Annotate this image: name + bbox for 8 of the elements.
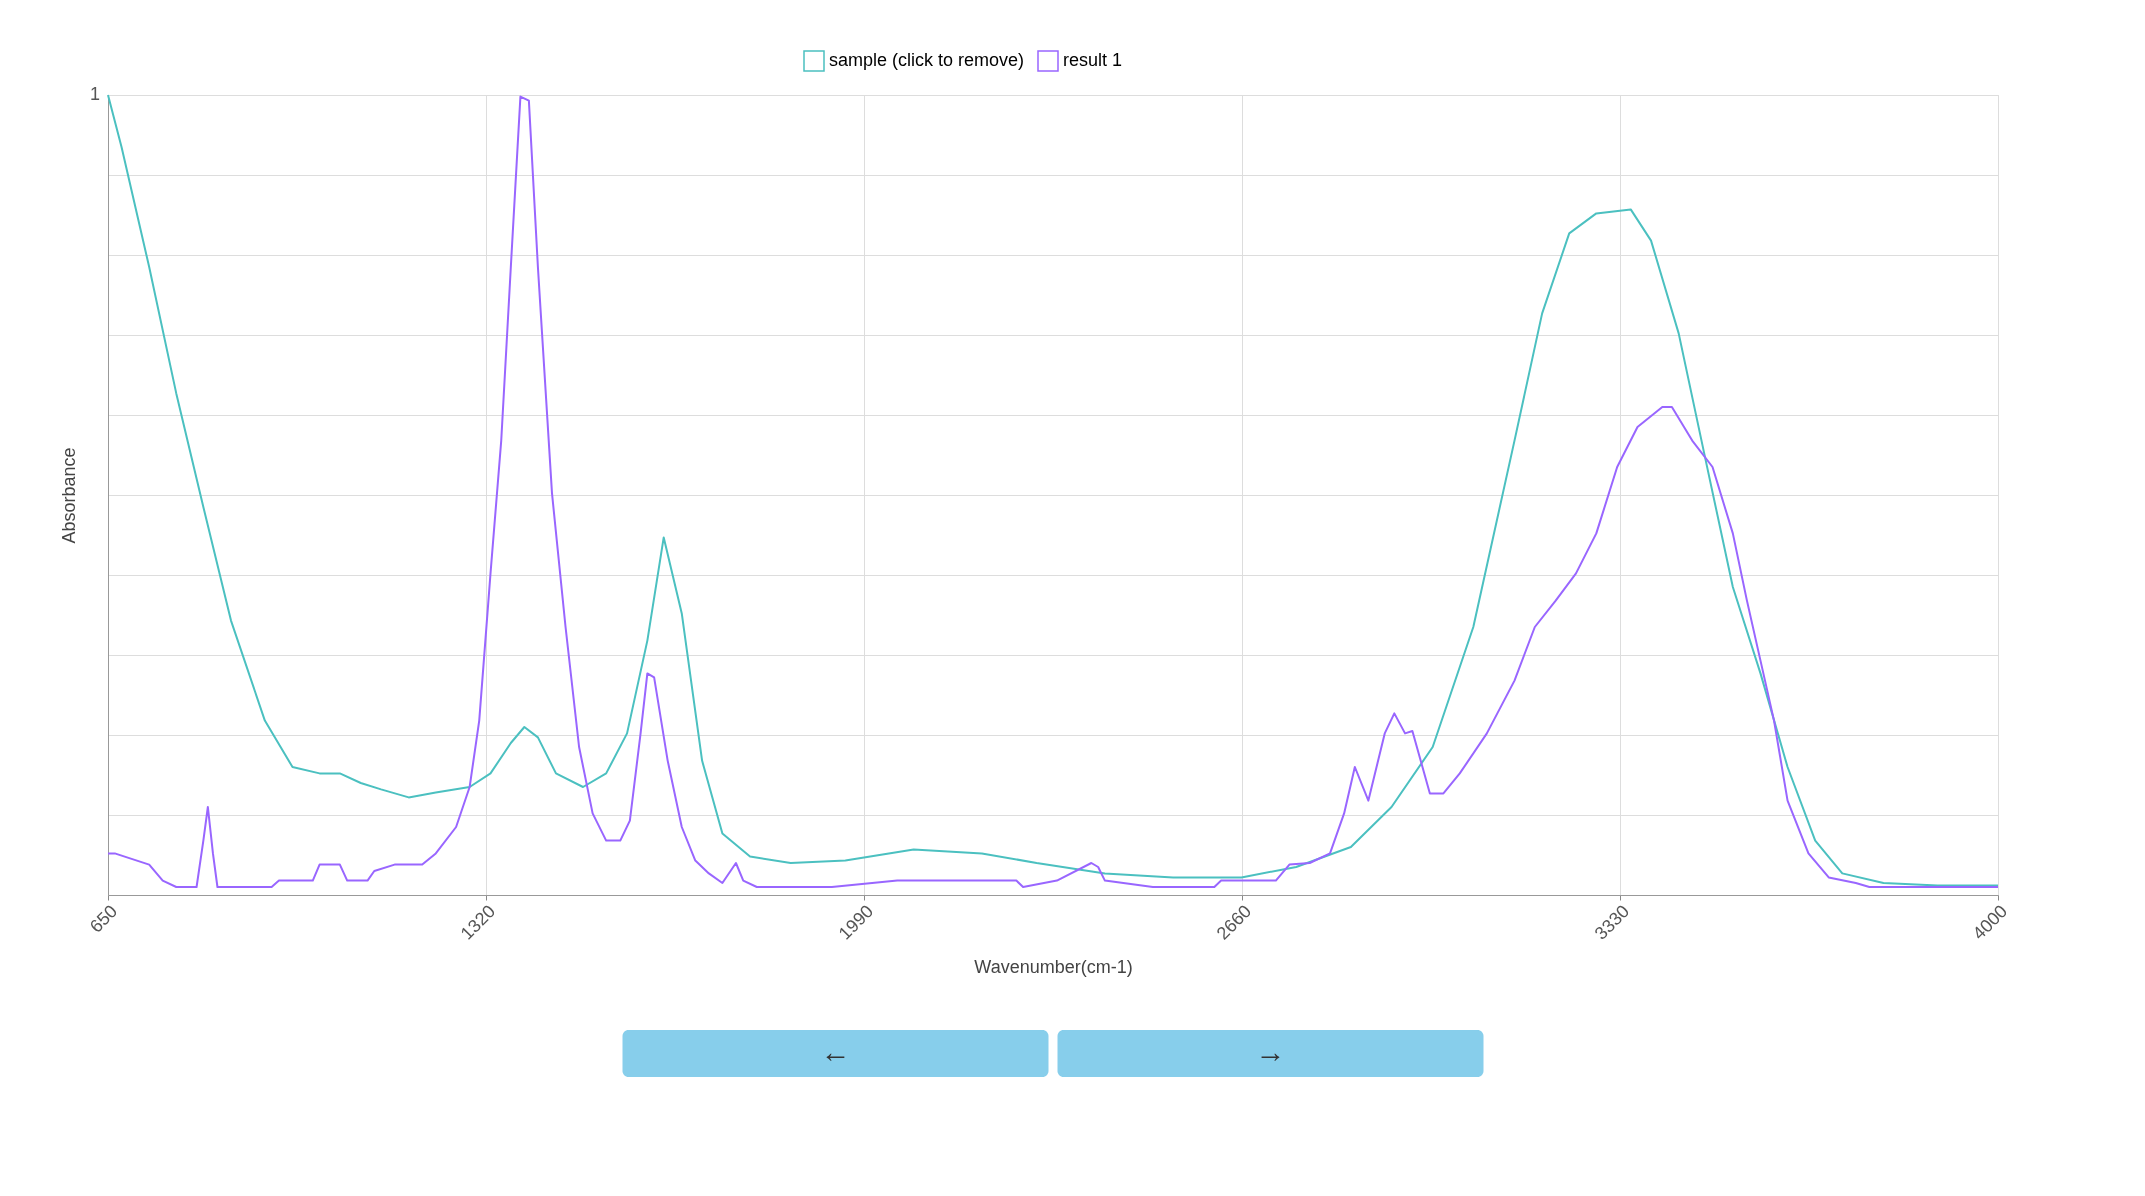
text: → (1255, 1035, 1286, 1068)
legend-label: sample (click to remove) (829, 50, 1025, 70)
x-axis-title: Wavenumber(cm-1) (974, 956, 1133, 977)
text: ← (820, 1035, 851, 1068)
x-tick-label: 650 (85, 901, 122, 937)
legend-label: result 1 (1063, 50, 1123, 70)
text: 1 (89, 84, 100, 104)
y-axis-title: Absorbance (58, 447, 79, 544)
